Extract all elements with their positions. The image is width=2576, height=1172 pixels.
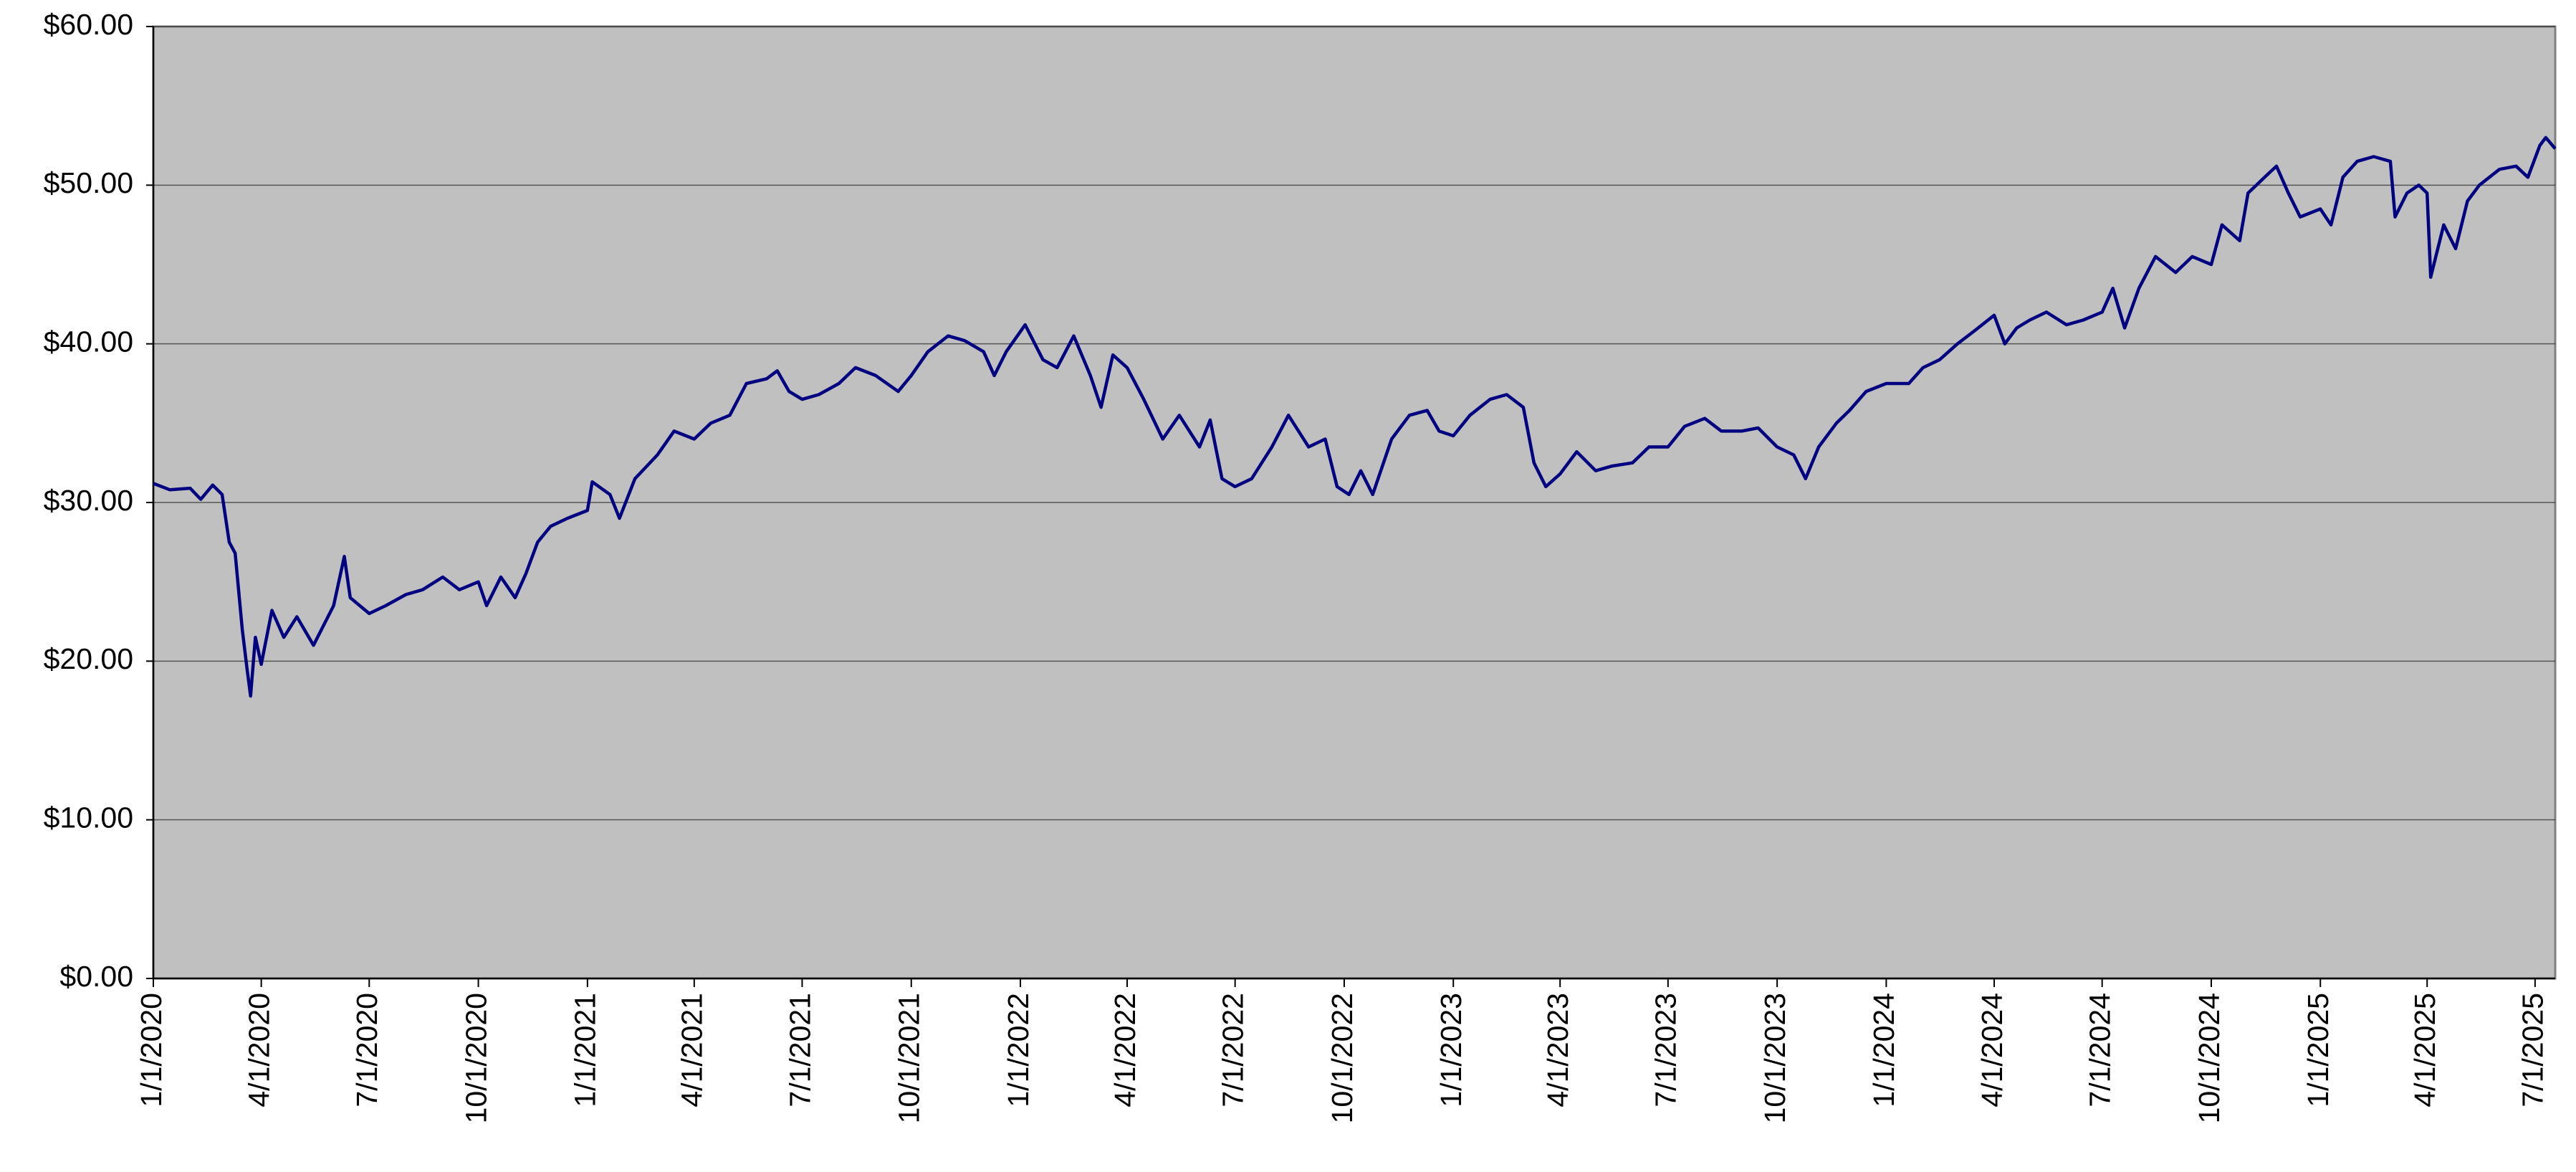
x-tick-label: 7/1/2023 (1649, 993, 1682, 1107)
x-tick-label: 10/1/2024 (2193, 993, 2226, 1123)
y-tick-label: $30.00 (44, 484, 133, 517)
x-tick-label: 7/1/2024 (2084, 993, 2117, 1107)
y-tick-label: $10.00 (44, 801, 133, 834)
x-tick-label: 1/1/2021 (569, 993, 602, 1107)
x-tick-label: 7/1/2021 (783, 993, 816, 1107)
x-tick-label: 1/1/2020 (135, 993, 168, 1107)
x-tick-label: 1/1/2023 (1435, 993, 1467, 1107)
x-tick-label: 4/1/2022 (1109, 993, 1141, 1107)
x-tick-label: 4/1/2023 (1541, 993, 1574, 1107)
x-tick-label: 10/1/2023 (1758, 993, 1791, 1123)
y-tick-label: $50.00 (44, 166, 133, 199)
y-tick-label: $60.00 (44, 8, 133, 41)
x-tick-label: 1/1/2025 (2302, 993, 2335, 1107)
x-tick-label: 10/1/2021 (893, 993, 926, 1123)
x-tick-label: 4/1/2021 (676, 993, 709, 1107)
y-tick-label: $40.00 (44, 325, 133, 358)
x-tick-label: 10/1/2022 (1326, 993, 1359, 1123)
x-tick-label: 1/1/2024 (1867, 993, 1900, 1107)
price-line (153, 135, 2557, 698)
x-tick-label: 10/1/2020 (459, 993, 492, 1123)
x-tick-label: 7/1/2025 (2517, 993, 2549, 1107)
x-tick-label: 7/1/2020 (350, 993, 383, 1107)
x-tick-label: 4/1/2024 (1976, 993, 2008, 1107)
x-tick-label: 7/1/2022 (1216, 993, 1249, 1107)
y-tick-label: $0.00 (59, 960, 133, 993)
x-tick-label: 4/1/2025 (2408, 993, 2441, 1107)
x-tick-label: 1/1/2022 (1002, 993, 1035, 1107)
x-tick-label: 4/1/2020 (242, 993, 275, 1107)
y-tick-label: $20.00 (44, 642, 133, 675)
